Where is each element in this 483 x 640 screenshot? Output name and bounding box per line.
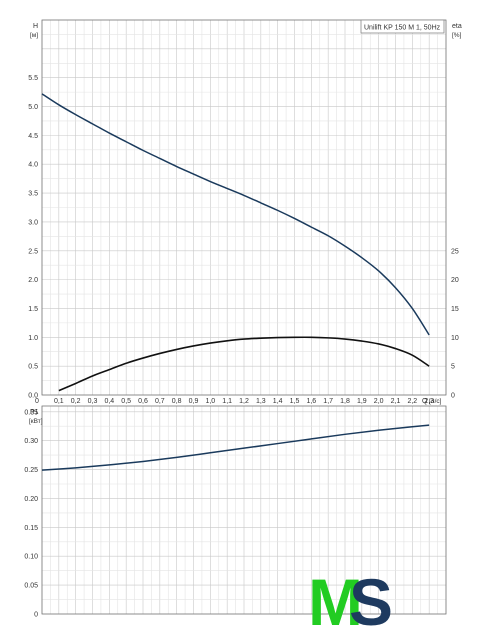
flow-tick-label: 1,9 (357, 398, 367, 405)
efficiency-tick-label: 10 (451, 335, 459, 342)
power-tick-label: 0.20 (24, 496, 38, 503)
efficiency-tick-label: 5 (451, 364, 455, 371)
power-tick-label: 0.15 (24, 525, 38, 532)
series-power-curve (41, 424, 430, 471)
power-tick-label: 0.25 (24, 467, 38, 474)
flow-tick-label: 1,4 (273, 398, 283, 405)
bottom-chart-grid (41, 406, 447, 615)
flow-tick-label: 2,3 (424, 398, 434, 405)
power-tick-label: 0.35 (24, 409, 38, 416)
flow-tick-label: 0,6 (138, 398, 148, 405)
flow-tick-label: 1,1 (222, 398, 232, 405)
head-axis-ticks: 0.0 0.5 1.0 1.5 2.0 2.5 3.0 3.5 4.0 4.5 5.0 5.5 (28, 75, 38, 399)
flow-tick-label: 0,8 (172, 398, 182, 405)
power-axis-label: P1 (30, 409, 39, 416)
bottom-plot-border (41, 405, 447, 615)
logo-letter-m: M (308, 565, 363, 639)
top-chart-grid (41, 19, 447, 396)
head-axis-unit: [м] (30, 32, 38, 39)
ms-logo: M S (308, 565, 393, 639)
head-tick-label: 3.5 (28, 191, 38, 198)
efficiency-axis-unit: [%] (452, 32, 462, 39)
head-tick-label: 2.5 (28, 248, 38, 255)
flow-tick-label: 1,2 (239, 398, 249, 405)
flow-axis-ticks: 0,1 0,2 0,3 0,4 0,5 0,6 0,7 0,8 0,9 1,0 1,1 1,2 1,3 1… (54, 398, 434, 405)
flow-tick-label: 0,4 (104, 398, 114, 405)
flow-tick-label: 0,2 (71, 398, 81, 405)
flow-axis-label: Q (422, 398, 428, 405)
head-tick-label: 1.5 (28, 306, 38, 313)
efficiency-tick-label: 0 (451, 393, 455, 400)
head-tick-label: 3.0 (28, 219, 38, 226)
efficiency-axis-label: eta (452, 23, 462, 30)
head-tick-label: 4.0 (28, 162, 38, 169)
logo-letter-s: S (349, 565, 393, 639)
head-tick-label: 4.5 (28, 133, 38, 140)
flow-tick-label: 0,3 (88, 398, 98, 405)
legend-box (360, 19, 445, 34)
top-chart-frame (41, 19, 447, 396)
head-tick-label: 0.0 (28, 393, 38, 400)
top-plot-border (41, 19, 447, 396)
flow-tick-label: 1,6 (306, 398, 316, 405)
legend-label: Unilift KP 150 M 1, 50Hz (364, 25, 441, 32)
head-tick-label: 2.0 (28, 277, 38, 284)
flow-tick-label: 0,9 (189, 398, 199, 405)
power-tick-label: 0.30 (24, 438, 38, 445)
power-axis-ticks: 0 0.05 0.10 0.15 0.20 0.25 0.30 0.35 (24, 409, 38, 618)
series-efficiency-curve (58, 336, 430, 392)
head-tick-label: 0.5 (28, 364, 38, 371)
efficiency-tick-label: 20 (451, 277, 459, 284)
flow-tick-label: 0,1 (54, 398, 64, 405)
flow-tick-label: 2,0 (374, 398, 384, 405)
head-axis-label: H (33, 23, 38, 30)
power-tick-label: 0.10 (24, 554, 38, 561)
series-layer (41, 93, 430, 471)
bottom-chart-frame (41, 405, 447, 615)
flow-tick-label: 1,8 (340, 398, 350, 405)
flow-tick-label: 1,3 (256, 398, 266, 405)
flow-tick-label: 2,1 (391, 398, 401, 405)
power-axis-unit: [кВт] (29, 418, 43, 425)
flow-tick-label: 1,5 (290, 398, 300, 405)
head-tick-label: 5.5 (28, 75, 38, 82)
flow-axis-unit: [л/с] (429, 398, 442, 405)
flow-tick-label: 1,0 (205, 398, 215, 405)
head-tick-label: 5.0 (28, 104, 38, 111)
efficiency-tick-label: 25 (451, 248, 459, 255)
flow-tick-label: 2,2 (407, 398, 417, 405)
flow-axis-origin-label: 0 (35, 398, 39, 405)
efficiency-axis-ticks: 0 5 10 15 20 25 (451, 248, 459, 399)
efficiency-tick-label: 15 (451, 306, 459, 313)
flow-tick-label: 0,7 (155, 398, 165, 405)
flow-tick-label: 1,7 (323, 398, 333, 405)
power-tick-label: 0.05 (24, 583, 38, 590)
series-head-curve (41, 93, 430, 336)
power-tick-label: 0 (34, 612, 38, 619)
flow-tick-label: 0,5 (121, 398, 131, 405)
head-tick-label: 1.0 (28, 335, 38, 342)
